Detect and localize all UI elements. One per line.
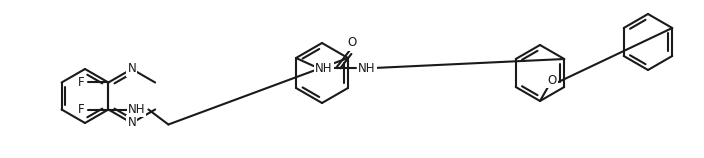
- Text: N: N: [127, 63, 136, 76]
- Text: O: O: [347, 36, 357, 49]
- Text: NH: NH: [315, 63, 333, 76]
- Text: O: O: [548, 73, 557, 86]
- Text: NH: NH: [127, 103, 145, 116]
- Text: N: N: [130, 103, 139, 113]
- Text: F: F: [78, 103, 84, 116]
- Text: F: F: [78, 76, 84, 89]
- Text: N: N: [127, 116, 136, 130]
- Text: H: H: [136, 103, 144, 113]
- Text: NH: NH: [358, 61, 376, 75]
